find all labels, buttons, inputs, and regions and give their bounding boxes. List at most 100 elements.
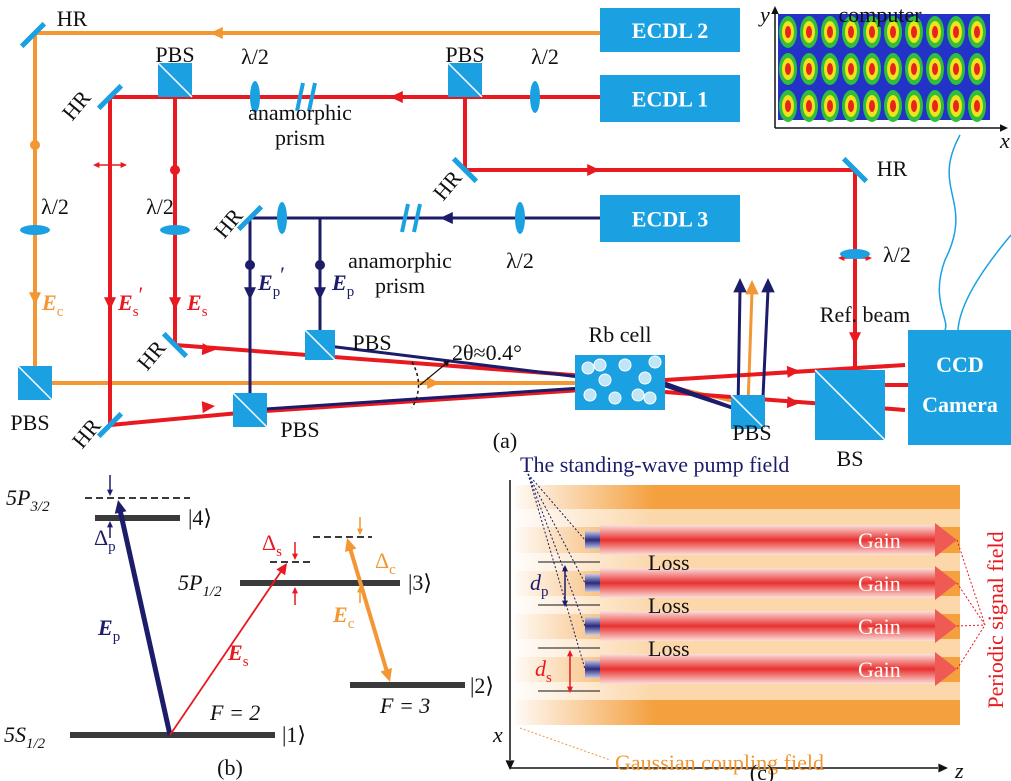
label-main: E — [41, 290, 57, 315]
camera-label: CCD — [936, 352, 984, 377]
label-subscript: c — [348, 616, 355, 632]
label-main: E — [331, 270, 347, 295]
gain-label: Gain — [858, 614, 901, 639]
pattern-blob — [932, 26, 938, 38]
prism-label: anamorphic — [248, 100, 352, 125]
panel-label: (c) — [750, 760, 774, 781]
arrowhead — [771, 6, 779, 14]
gain-label: Gain — [858, 571, 901, 596]
label-main: Δ — [375, 548, 389, 573]
cable — [939, 135, 960, 330]
waveplate — [515, 202, 525, 234]
pattern-blob — [869, 26, 875, 38]
axis-label: y — [758, 2, 770, 27]
laser-label: ECDL 3 — [632, 207, 708, 232]
label-subscript: c — [57, 304, 64, 320]
arrowhead — [849, 332, 861, 345]
label-subscript: 3/2 — [29, 499, 50, 515]
waveplate-label: λ/2 — [531, 44, 559, 69]
arrowhead — [210, 27, 223, 39]
pattern-blob — [785, 63, 791, 75]
signal-pointer — [957, 625, 985, 626]
pattern-blob — [890, 26, 896, 38]
pattern-blob — [911, 26, 917, 38]
pattern-blob — [806, 63, 812, 75]
detuning-label: Δp — [94, 525, 116, 555]
label-main: E — [97, 615, 113, 640]
arrowhead — [292, 554, 298, 560]
label-main: 5P — [178, 570, 202, 595]
cell-bubble — [639, 372, 651, 384]
pattern-blob — [806, 26, 812, 38]
pattern-blob — [827, 63, 833, 75]
label-subscript: s — [202, 304, 208, 320]
beam-label: Ep — [331, 270, 354, 300]
pattern-blob — [869, 63, 875, 75]
pattern-blob — [932, 100, 938, 112]
signal-pointer — [957, 583, 985, 625]
hyperfine-label: F = 3 — [379, 693, 430, 718]
field-label: Ep — [97, 615, 120, 645]
arrowhead — [244, 287, 256, 300]
level-label: 5P3/2 — [6, 485, 50, 515]
arrowhead — [104, 297, 116, 310]
pump-node — [585, 531, 600, 549]
field-label: Es — [227, 640, 249, 670]
pattern-blob — [827, 26, 833, 38]
lens — [277, 202, 287, 234]
label-main: E — [186, 290, 202, 315]
beam-dot — [315, 260, 325, 270]
pattern-blob — [827, 100, 833, 112]
level-label: 5P1/2 — [178, 570, 222, 600]
pattern-blob — [974, 26, 980, 38]
arrowhead — [202, 343, 216, 356]
arrowhead — [112, 499, 126, 514]
cell-bubble — [644, 392, 656, 404]
mirror-label: HR — [209, 203, 248, 243]
cable — [958, 235, 1011, 330]
label-subscript: p — [113, 629, 120, 645]
cell-label: Rb cell — [589, 322, 652, 347]
camera-label: Camera — [922, 392, 998, 417]
arrowhead — [29, 292, 41, 305]
signal-beam — [175, 97, 612, 378]
label-subscript: p — [108, 539, 115, 555]
label-subscript: 1/2 — [202, 584, 222, 600]
label-subscript: s — [546, 670, 552, 686]
splitter-label: PBS — [732, 420, 771, 445]
label-main: 5S — [4, 722, 26, 747]
state-label: |4⟩ — [188, 505, 212, 530]
label-main: 5P — [6, 485, 30, 510]
waveplate-label: λ/2 — [506, 248, 534, 273]
pattern-blob — [869, 100, 875, 112]
cell-bubble — [609, 392, 621, 404]
waveplate — [530, 81, 540, 113]
beam-label: Ec — [41, 290, 64, 320]
pattern-blob — [806, 100, 812, 112]
beam-label: Es — [186, 290, 208, 320]
waveplate — [840, 249, 870, 259]
pattern-blob — [848, 100, 854, 112]
splitter-label: PBS — [155, 42, 194, 67]
arrowhead — [169, 297, 181, 310]
splitter-label: PBS — [10, 410, 49, 435]
waveplate — [160, 225, 190, 235]
loss-label: Loss — [648, 550, 690, 575]
arrowhead — [93, 162, 99, 168]
pattern-blob — [974, 63, 980, 75]
pattern-blob — [932, 63, 938, 75]
label-main: E — [227, 640, 243, 665]
arrowhead — [787, 396, 801, 409]
cell-bubble — [649, 356, 661, 368]
beam-dot — [245, 260, 255, 270]
waveplate-label: λ/2 — [241, 44, 269, 69]
prism-label: prism — [375, 273, 425, 298]
label-subscript: s — [276, 544, 282, 560]
mirror-label: HR — [428, 165, 467, 205]
hyperfine-label: F = 2 — [209, 700, 260, 725]
state-label: |3⟩ — [408, 570, 432, 595]
pump-transition — [120, 510, 170, 735]
gain-label: Gain — [858, 657, 901, 682]
beam-label: Es′ — [117, 282, 143, 320]
state-label: |1⟩ — [282, 722, 306, 747]
